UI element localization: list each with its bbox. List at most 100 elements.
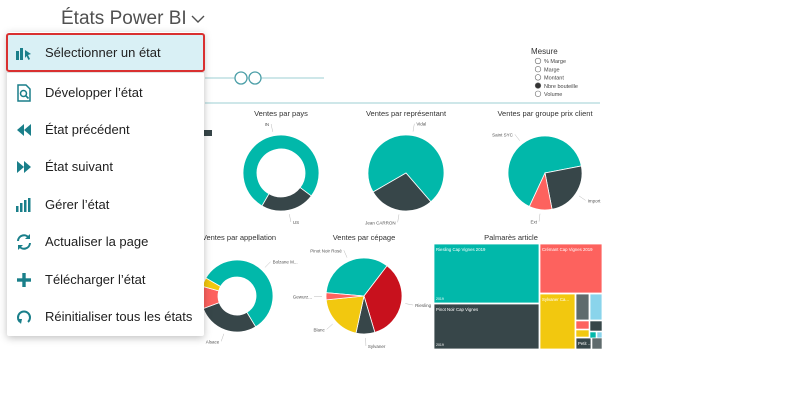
- menu-item-upload-report[interactable]: Télécharger l’état: [7, 261, 204, 298]
- treemap-tile: [575, 293, 590, 321]
- slider-handle-right[interactable]: [248, 71, 262, 85]
- previous-report-icon: [15, 121, 33, 139]
- treemap-tile: [575, 337, 592, 350]
- pie-slice: [372, 172, 432, 212]
- treemap-label: Crémant Cap Vignes 2019: [542, 247, 593, 252]
- chevron-down-icon[interactable]: [190, 11, 206, 27]
- slice-label: Import: [588, 198, 602, 203]
- chart-title: Ventes par pays: [254, 109, 308, 118]
- treemap-label: Sylvaner Ca...: [542, 297, 569, 302]
- menu-divider: [7, 72, 204, 73]
- treemap-sublabel: 2019: [436, 343, 444, 347]
- slice-label: IN: [265, 122, 270, 127]
- pie-slice: [363, 265, 403, 333]
- pie-slice: [242, 134, 320, 207]
- menu-item-label: Sélectionner un état: [45, 45, 161, 60]
- menu-item-next-report[interactable]: État suivant: [7, 148, 204, 185]
- leader-line: [343, 250, 348, 258]
- chart-title: Ventes par cépage: [333, 233, 396, 242]
- slice-label: Riesling: [415, 303, 432, 308]
- treemap-label: Pinot Noir Cap Vignes: [436, 307, 478, 312]
- next-report-icon: [15, 158, 33, 176]
- leader-line: [397, 214, 400, 223]
- treemap-tile-small: [589, 331, 597, 339]
- slice-label: Vidal: [416, 122, 426, 127]
- filter-radio: [534, 74, 542, 81]
- menu-item-refresh-page[interactable]: Actualiser la page: [7, 223, 204, 260]
- menu-item-label: Actualiser la page: [45, 234, 149, 249]
- pie-slice: [367, 134, 445, 203]
- filter-radio: [534, 82, 542, 89]
- pie-slice: [544, 165, 583, 210]
- chart-title: Palmarès article: [484, 233, 538, 242]
- menu-item-manage-report[interactable]: Gérer l’état: [7, 186, 204, 223]
- leader-line: [405, 303, 414, 306]
- slice-label: Sylvaner: [368, 344, 386, 349]
- treemap-tile-small: [575, 329, 590, 338]
- menu-item-label: Réinitialiser tous les états: [45, 309, 193, 324]
- menu-item-label: Télécharger l’état: [45, 272, 146, 287]
- treemap-label: Petit ...: [578, 341, 591, 346]
- reset-icon: [15, 308, 33, 326]
- kpi-bar-fragment: [204, 130, 212, 136]
- leader-line: [326, 323, 333, 330]
- menu-item-expand-report[interactable]: Développer l’état: [7, 74, 204, 111]
- charts-group: Ventes par pays IN US Ventes par représenta…: [171, 109, 603, 350]
- menu-item-label: État précédent: [45, 122, 130, 137]
- pie-slice: [325, 295, 365, 334]
- page-title[interactable]: États Power BI: [61, 8, 206, 30]
- page-title-text: États Power BI: [61, 8, 187, 29]
- slice-label: US: [293, 220, 299, 225]
- pie-slice: [202, 302, 257, 333]
- leader-line: [538, 213, 541, 222]
- treemap-tile: [539, 293, 576, 350]
- filter-option-label: Marge: [544, 67, 560, 73]
- leader-line: [264, 261, 271, 268]
- treemap-tile: [433, 243, 540, 304]
- leader-line: [289, 214, 292, 223]
- filter-title: Mesure: [531, 47, 558, 56]
- treemap-tile-small: [596, 331, 603, 339]
- treemap-tile: [539, 243, 603, 294]
- pie-slice: [205, 259, 274, 328]
- leader-line: [578, 195, 586, 201]
- menu-item-previous-report[interactable]: État précédent: [7, 111, 204, 148]
- menu-item-reset-all-reports[interactable]: Réinitialiser tous les états: [7, 298, 204, 335]
- filter-option-label: Volume: [544, 92, 562, 98]
- slice-label: Ext: [531, 220, 538, 225]
- slider-handle-left[interactable]: [234, 71, 248, 85]
- treemap-sublabel: 2019: [436, 297, 444, 301]
- manage-report-icon: [15, 196, 33, 214]
- pie-slice: [325, 257, 388, 297]
- expand-report-icon: [15, 83, 33, 102]
- treemap-tile-small: [591, 337, 603, 350]
- filter-radio: [534, 57, 542, 65]
- slice-label: Blanc: [313, 327, 325, 332]
- pie-slice: [261, 186, 312, 212]
- treemap-tile-small: [575, 320, 590, 330]
- leader-line: [412, 123, 415, 132]
- slice-label: Saint SYC: [492, 132, 514, 137]
- treemap-tile: [589, 293, 603, 321]
- menu-item-select-report[interactable]: Sélectionner un état: [6, 33, 205, 72]
- filter-option-label: % Marge: [544, 59, 566, 65]
- filter-option-label: Nbre bouteille: [544, 84, 578, 90]
- measure-filter: Mesure % Marge Marge Montant Nbre bouteille V…: [531, 47, 578, 98]
- pie-slice: [507, 135, 582, 208]
- leader-line: [220, 333, 225, 342]
- upload-report-icon: [15, 271, 33, 289]
- chart-title: Ventes par groupe prix client: [497, 109, 593, 118]
- treemap-label: Riesling Cap Vignes 2019: [436, 247, 486, 252]
- menu-item-label: État suivant: [45, 159, 113, 174]
- slice-label: Alsace: [206, 339, 220, 344]
- pie-slice: [325, 292, 365, 301]
- select-report-icon: [15, 44, 33, 62]
- leader-line: [514, 134, 520, 141]
- slice-label: Bolzane M...: [273, 260, 298, 265]
- slice-label: Jean CARRON: [365, 220, 396, 225]
- slice-label: Pinot Noir Rosé: [310, 248, 342, 253]
- refresh-icon: [15, 233, 33, 251]
- filter-radio: [534, 90, 542, 97]
